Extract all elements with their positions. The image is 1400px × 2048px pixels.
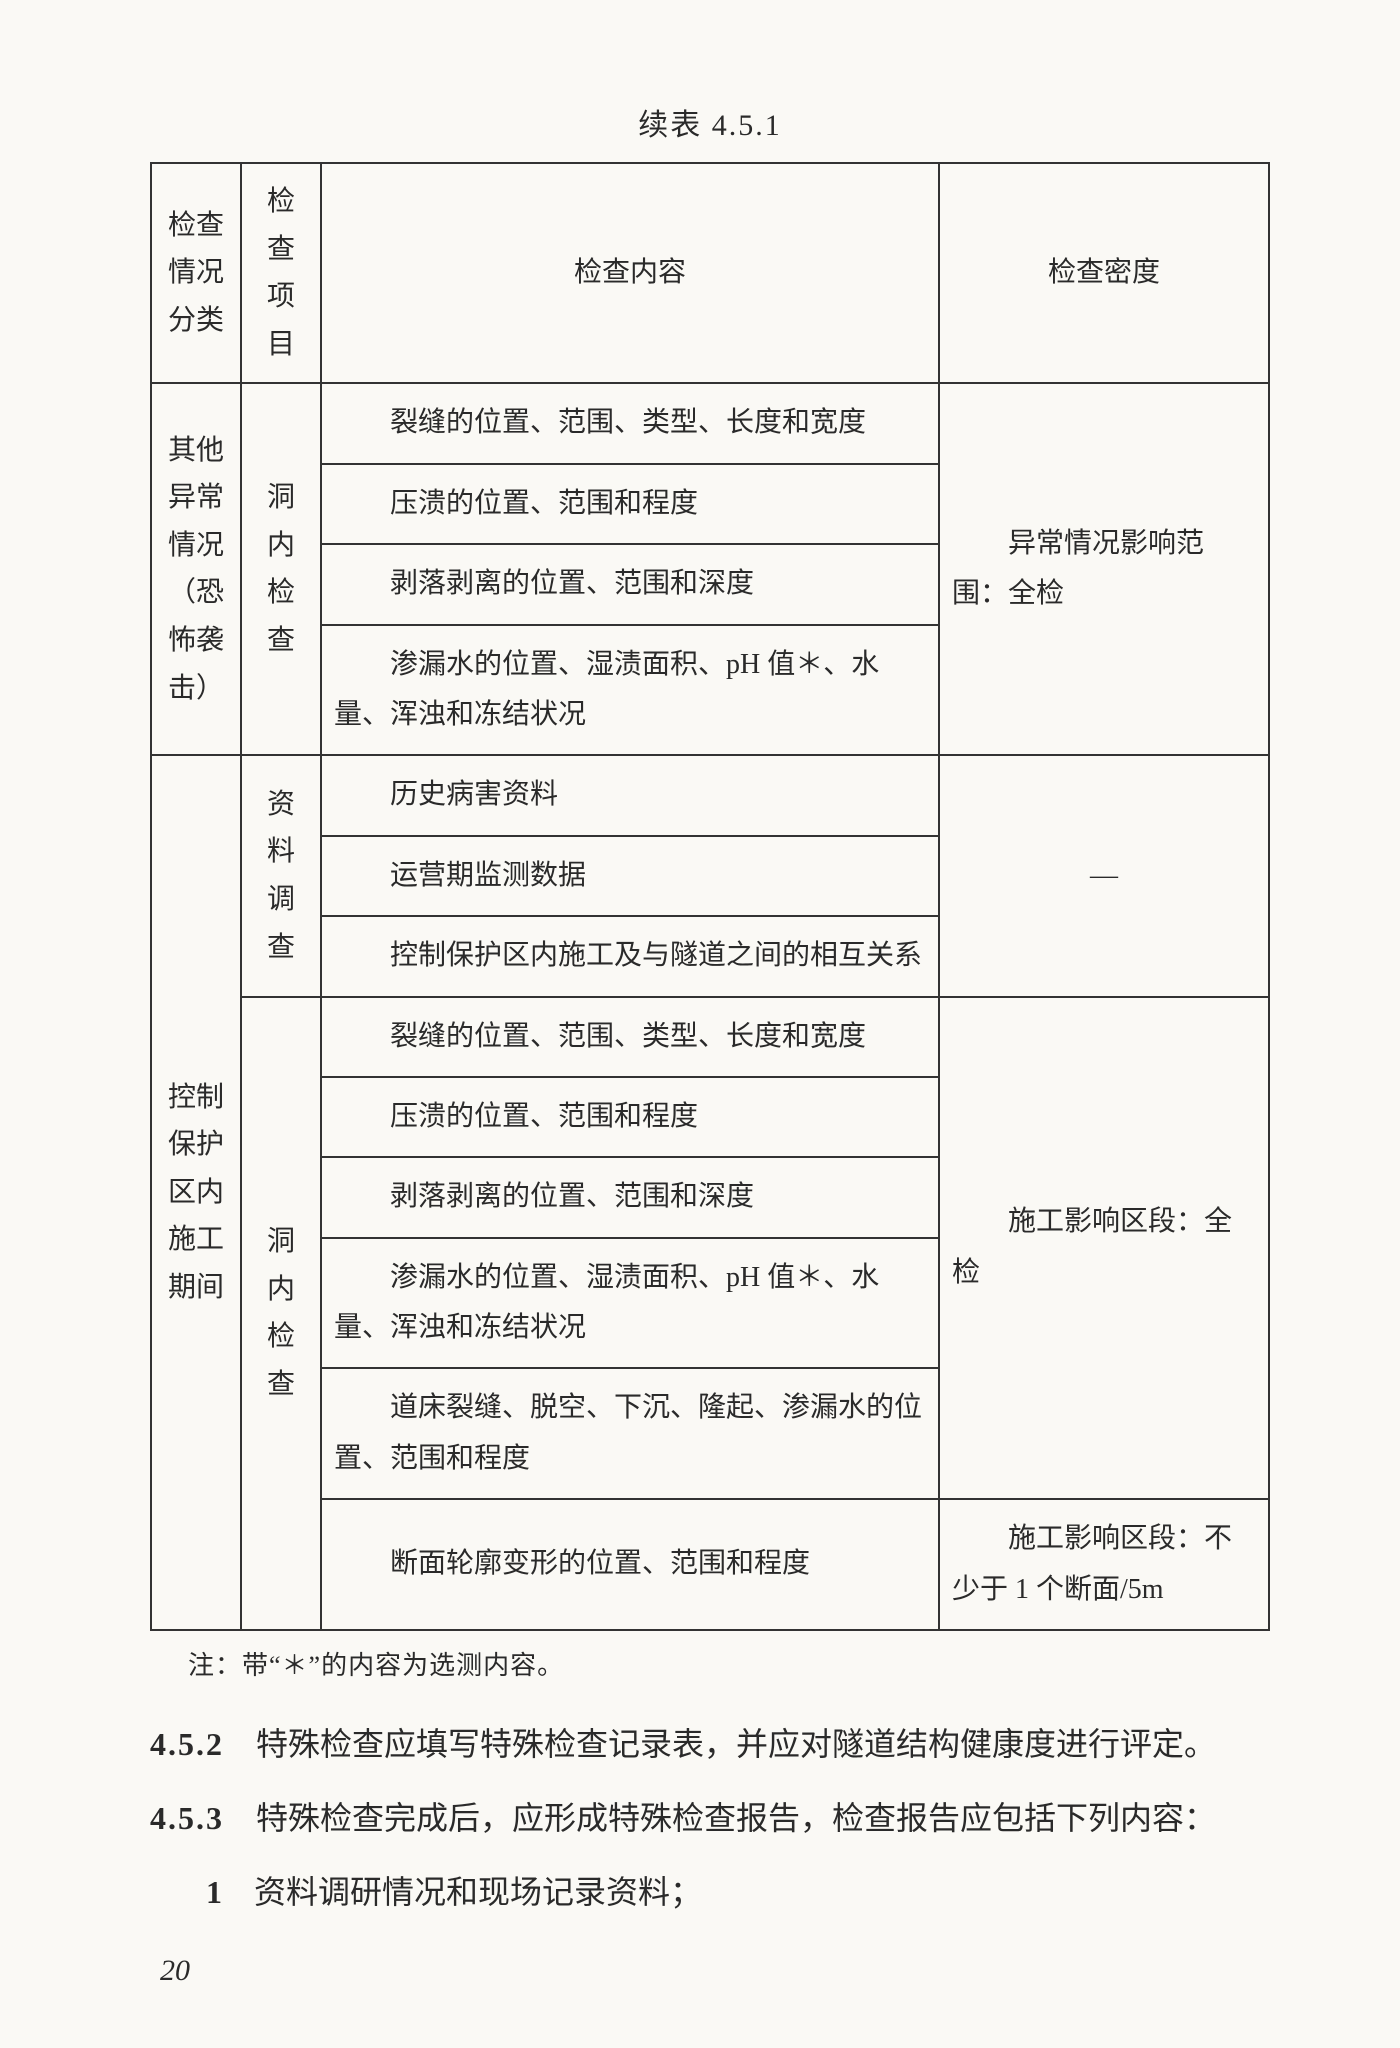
document-page: 续表 4.5.1 检查情况分类 检查项目 检查内容 检查密度 其他异常情况（恐怖… bbox=[0, 0, 1400, 2048]
section-4-5-3: 4.5.3 特殊检查完成后，应形成特殊检查报告，检查报告应包括下列内容： bbox=[150, 1786, 1270, 1850]
item-number: 1 bbox=[206, 1860, 246, 1924]
header-item: 检查项目 bbox=[241, 163, 321, 383]
content-cell: 裂缝的位置、范围、类型、长度和宽度 bbox=[321, 997, 939, 1077]
content-cell: 运营期监测数据 bbox=[321, 836, 939, 916]
content-cell: 断面轮廓变形的位置、范围和程度 bbox=[321, 1499, 939, 1630]
item-text: 资料调研情况和现场记录资料； bbox=[254, 1874, 702, 1910]
inspection-table: 检查情况分类 检查项目 检查内容 检查密度 其他异常情况（恐怖袭击） 洞内检查 … bbox=[150, 162, 1270, 1631]
content-cell: 渗漏水的位置、湿渍面积、pH 值＊、水量、浑浊和冻结状况 bbox=[321, 625, 939, 756]
table-header-row: 检查情况分类 检查项目 检查内容 检查密度 bbox=[151, 163, 1269, 383]
content-cell: 渗漏水的位置、湿渍面积、pH 值＊、水量、浑浊和冻结状况 bbox=[321, 1238, 939, 1369]
item-cell: 洞内检查 bbox=[241, 383, 321, 755]
content-cell: 剥落剥离的位置、范围和深度 bbox=[321, 544, 939, 624]
table-row: 控制保护区内施工期间 资料调查 历史病害资料 — bbox=[151, 755, 1269, 835]
section-number: 4.5.2 bbox=[150, 1726, 224, 1762]
item-cell: 资料调查 bbox=[241, 755, 321, 996]
section-text: 特殊检查应填写特殊检查记录表，并应对隧道结构健康度进行评定。 bbox=[224, 1726, 1216, 1762]
density-cell: 施工影响区段：全检 bbox=[939, 997, 1269, 1500]
content-cell: 压溃的位置、范围和程度 bbox=[321, 464, 939, 544]
content-cell: 道床裂缝、脱空、下沉、隆起、渗漏水的位置、范围和程度 bbox=[321, 1368, 939, 1499]
table-row: 洞内检查 裂缝的位置、范围、类型、长度和宽度 施工影响区段：全检 bbox=[151, 997, 1269, 1077]
content-cell: 裂缝的位置、范围、类型、长度和宽度 bbox=[321, 383, 939, 463]
content-cell: 控制保护区内施工及与隧道之间的相互关系 bbox=[321, 916, 939, 996]
table-continuation-title: 续表 4.5.1 bbox=[150, 100, 1270, 144]
content-cell: 剥落剥离的位置、范围和深度 bbox=[321, 1157, 939, 1237]
item-cell: 洞内检查 bbox=[241, 997, 321, 1631]
category-cell: 其他异常情况（恐怖袭击） bbox=[151, 383, 241, 755]
section-number: 4.5.3 bbox=[150, 1800, 224, 1836]
density-cell: 施工影响区段：不少于 1 个断面/5m bbox=[939, 1499, 1269, 1630]
header-density: 检查密度 bbox=[939, 163, 1269, 383]
content-cell: 压溃的位置、范围和程度 bbox=[321, 1077, 939, 1157]
header-content: 检查内容 bbox=[321, 163, 939, 383]
section-4-5-2: 4.5.2 特殊检查应填写特殊检查记录表，并应对隧道结构健康度进行评定。 bbox=[150, 1712, 1270, 1776]
category-cell: 控制保护区内施工期间 bbox=[151, 755, 241, 1630]
content-cell: 历史病害资料 bbox=[321, 755, 939, 835]
table-row: 其他异常情况（恐怖袭击） 洞内检查 裂缝的位置、范围、类型、长度和宽度 异常情况… bbox=[151, 383, 1269, 463]
table-footnote: 注：带“＊”的内容为选测内容。 bbox=[188, 1645, 1270, 1682]
list-item-1: 1 资料调研情况和现场记录资料； bbox=[206, 1860, 1270, 1924]
density-cell: 异常情况影响范围：全检 bbox=[939, 383, 1269, 755]
section-text: 特殊检查完成后，应形成特殊检查报告，检查报告应包括下列内容： bbox=[224, 1800, 1216, 1836]
header-category: 检查情况分类 bbox=[151, 163, 241, 383]
page-number: 20 bbox=[160, 1954, 190, 1988]
density-cell: — bbox=[939, 755, 1269, 996]
